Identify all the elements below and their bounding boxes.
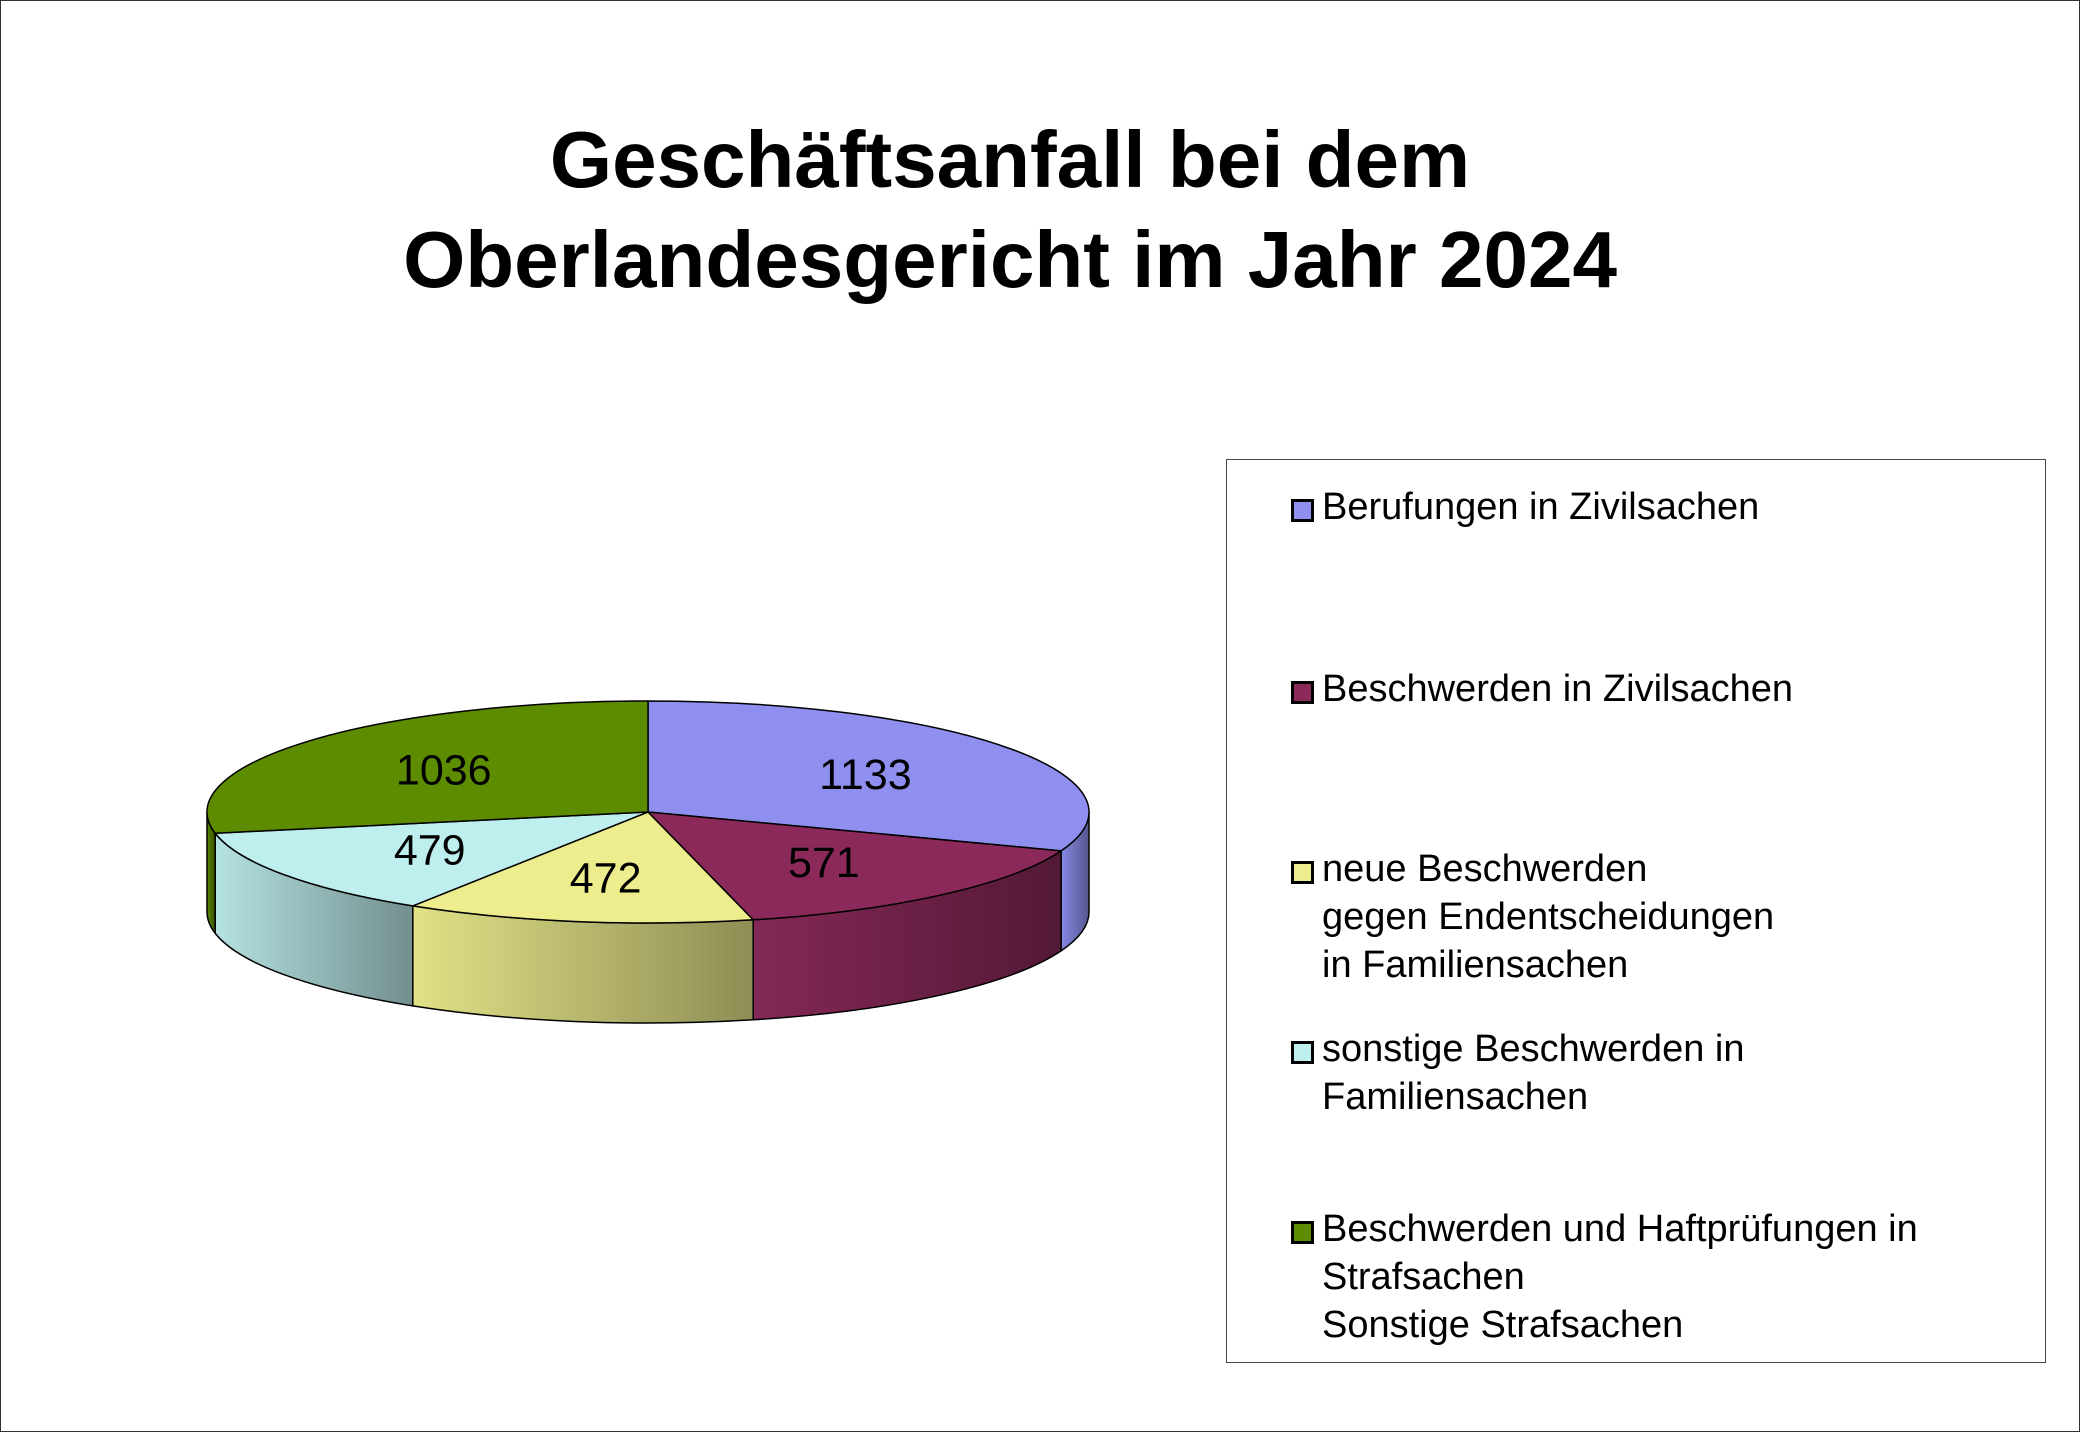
legend-item-beschwerden-und-haftpr-fungen-in-strafsachen-sonstige-strafsachen: Beschwerden und Haftprüfungen in Strafsac… bbox=[1291, 1205, 1918, 1349]
legend-label-line: gegen Endentscheidungen bbox=[1322, 896, 1775, 938]
legend-label: Berufungen in Zivilsachen bbox=[1322, 483, 1759, 531]
chart-title: Geschäftsanfall bei dem Oberlandesgerich… bbox=[280, 110, 1740, 310]
pie-value-label-sonstige-beschwerden-in-familiensachen: 479 bbox=[394, 827, 466, 875]
pie-side-neue-beschwerden-gegen-endentscheidungen-in-familiensachen bbox=[412, 905, 754, 1024]
legend-swatch bbox=[1291, 681, 1314, 704]
legend-item-sonstige-beschwerden-in-familiensachen: sonstige Beschwerden in Familiensachen bbox=[1291, 1025, 1744, 1121]
legend-label: Beschwerden und Haftprüfungen in Strafsac… bbox=[1322, 1205, 1918, 1349]
legend-label-line: Beschwerden in Zivilsachen bbox=[1322, 668, 1794, 710]
legend-label-line: Sonstige Strafsachen bbox=[1322, 1304, 1684, 1346]
chart-title-line-2: Oberlandesgericht im Jahr 2024 bbox=[403, 215, 1617, 304]
pie-slice-berufungen-in-zivilsachen bbox=[647, 700, 1090, 852]
legend-label-line: sonstige Beschwerden in bbox=[1322, 1028, 1745, 1070]
pie-value-label-beschwerden-in-zivilsachen: 571 bbox=[788, 839, 860, 887]
legend-item-neue-beschwerden-gegen-endentscheidungen-in-familiensachen: neue Beschwerden gegen Endentscheidungen i… bbox=[1291, 845, 1774, 989]
legend-label: sonstige Beschwerden in Familiensachen bbox=[1322, 1025, 1744, 1121]
legend-label: Beschwerden in Zivilsachen bbox=[1322, 665, 1793, 713]
legend-label-line: neue Beschwerden bbox=[1322, 848, 1648, 890]
pie-value-label-berufungen-in-zivilsachen: 1133 bbox=[819, 751, 911, 799]
chart-title-line-1: Geschäftsanfall bei dem bbox=[549, 115, 1471, 204]
pie-slice-beschwerden-und-haftpr-fungen-in-strafsachen-sonstige-strafsachen bbox=[206, 700, 649, 835]
legend: Berufungen in Zivilsachen Beschwerden in … bbox=[1226, 459, 2046, 1363]
legend-swatch bbox=[1291, 1041, 1314, 1064]
legend-label-line: Familiensachen bbox=[1322, 1076, 1589, 1118]
pie-tops bbox=[206, 700, 1090, 924]
legend-swatch bbox=[1291, 1221, 1314, 1244]
legend-item-berufungen-in-zivilsachen: Berufungen in Zivilsachen bbox=[1291, 483, 1759, 531]
pie-labels: 1133 571 472 479 1036 bbox=[394, 747, 912, 903]
legend-label-line: Strafsachen bbox=[1322, 1256, 1525, 1298]
pie-sides bbox=[206, 811, 1090, 1024]
pie-value-label-neue-beschwerden-gegen-endentscheidungen-in-familiensachen: 472 bbox=[570, 855, 642, 903]
legend-label-line: in Familiensachen bbox=[1322, 944, 1629, 986]
pie-value-label-beschwerden-und-haftpr-fungen-in-strafsachen-sonstige-strafsachen: 1036 bbox=[396, 747, 492, 795]
legend-swatch bbox=[1291, 499, 1314, 522]
legend-label: neue Beschwerden gegen Endentscheidungen i… bbox=[1322, 845, 1774, 989]
legend-item-beschwerden-in-zivilsachen: Beschwerden in Zivilsachen bbox=[1291, 665, 1793, 713]
legend-swatch bbox=[1291, 861, 1314, 884]
pie-slice-beschwerden-in-zivilsachen bbox=[647, 811, 1062, 921]
legend-label-line: Berufungen in Zivilsachen bbox=[1322, 486, 1760, 528]
pie-slice-neue-beschwerden-gegen-endentscheidungen-in-familiensachen bbox=[412, 811, 754, 924]
legend-label-line: Beschwerden und Haftprüfungen in bbox=[1322, 1208, 1918, 1250]
pie-slice-sonstige-beschwerden-in-familiensachen bbox=[214, 811, 649, 907]
